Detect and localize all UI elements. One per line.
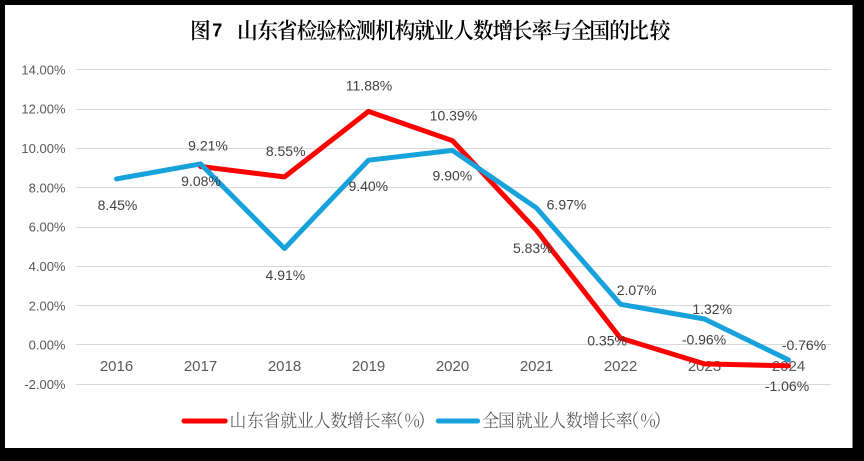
svg-text:6.00%: 6.00% [29, 220, 66, 235]
svg-text:11.88%: 11.88% [346, 78, 392, 94]
svg-text:2018: 2018 [268, 358, 301, 375]
svg-text:12.00%: 12.00% [21, 102, 66, 117]
svg-text:2019: 2019 [352, 358, 385, 375]
svg-text:9.08%: 9.08% [181, 173, 221, 189]
svg-text:4.91%: 4.91% [266, 267, 306, 283]
svg-text:14.00%: 14.00% [21, 62, 66, 77]
svg-text:8.55%: 8.55% [266, 143, 306, 159]
svg-text:2020: 2020 [436, 358, 469, 375]
svg-text:2021: 2021 [520, 358, 553, 375]
svg-text:-2.00%: -2.00% [24, 377, 66, 392]
svg-text:10.39%: 10.39% [430, 108, 477, 124]
svg-text:2017: 2017 [184, 358, 217, 375]
svg-text:2022: 2022 [604, 358, 637, 375]
svg-text:2.00%: 2.00% [29, 298, 66, 313]
svg-text:10.00%: 10.00% [21, 141, 66, 156]
svg-text:8.45%: 8.45% [98, 197, 138, 213]
svg-text:1.32%: 1.32% [692, 301, 732, 317]
svg-text:9.21%: 9.21% [188, 137, 228, 153]
svg-text:-0.96%: -0.96% [682, 332, 726, 348]
svg-text:-0.76%: -0.76% [782, 337, 826, 353]
svg-text:2.07%: 2.07% [617, 282, 657, 298]
svg-text:6.97%: 6.97% [547, 196, 587, 212]
svg-text:7: 7 [212, 20, 222, 40]
svg-text:5.83%: 5.83% [513, 240, 553, 256]
svg-text:8.00%: 8.00% [29, 180, 66, 195]
svg-text:9.90%: 9.90% [433, 168, 473, 184]
svg-text:-1.06%: -1.06% [765, 378, 809, 394]
svg-text:2016: 2016 [100, 358, 133, 375]
svg-text:0.00%: 0.00% [29, 338, 66, 353]
svg-text:9.40%: 9.40% [348, 178, 388, 194]
svg-text:0.35%: 0.35% [587, 332, 627, 348]
svg-text:4.00%: 4.00% [29, 259, 66, 274]
